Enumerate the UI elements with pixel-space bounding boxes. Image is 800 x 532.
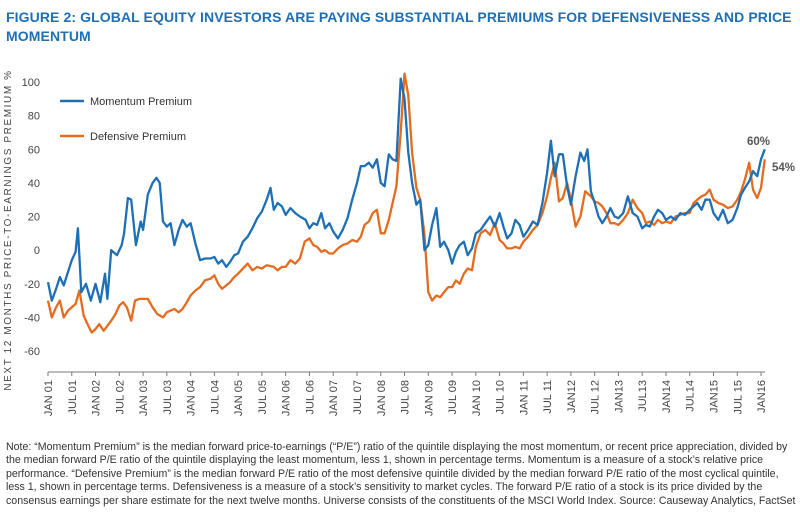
x-axis: JAN 01 JUL 01 JAN 02 JUL 02 JAN 03 JUL 03 JAN … bbox=[43, 371, 768, 416]
legend-label-momentum: Momentum Premium bbox=[90, 96, 192, 108]
x-tick-label: JUL 08 bbox=[400, 380, 412, 414]
x-tick-label: JAN13 bbox=[613, 380, 625, 413]
x-tick-label: JAN 11 bbox=[518, 380, 530, 415]
x-tick-label: JUL 06 bbox=[304, 380, 316, 414]
y-tick-label: 60 bbox=[28, 144, 40, 156]
x-tick-label: JAN 03 bbox=[138, 380, 150, 416]
x-tick-label: JUL 03 bbox=[162, 380, 174, 414]
x-tick-label: JAN12 bbox=[566, 380, 578, 413]
x-tick-label: JUL 05 bbox=[257, 380, 269, 414]
x-tick-label: JUL 07 bbox=[352, 380, 364, 414]
defensive-end-label: 54% bbox=[772, 162, 795, 174]
series-line-defensive bbox=[46, 72, 766, 334]
x-tick-label: JAN 05 bbox=[233, 380, 245, 416]
series-line-momentum bbox=[46, 77, 766, 304]
x-tick-label: JAN 08 bbox=[376, 380, 388, 416]
series-layer bbox=[46, 72, 766, 334]
x-tick-label: JUL 09 bbox=[447, 380, 459, 414]
x-tick-label: JUL 12 bbox=[590, 380, 602, 414]
y-tick-label: 100 bbox=[22, 77, 40, 89]
x-tick-label: JUL 15 bbox=[732, 380, 744, 414]
y-tick-label: -20 bbox=[24, 279, 40, 291]
x-tick-label: JUL 02 bbox=[114, 380, 126, 414]
y-axis: -60 -40 -20 0 20 40 60 80 100 bbox=[22, 77, 40, 358]
y-tick-label: 0 bbox=[34, 245, 40, 257]
y-tick-label: 40 bbox=[28, 178, 40, 190]
legend-label-defensive: Defensive Premium bbox=[90, 131, 186, 143]
x-tick-label: JAN 04 bbox=[186, 380, 198, 416]
x-tick-label: JUL 01 bbox=[67, 380, 79, 414]
y-tick-label: -60 bbox=[24, 346, 40, 358]
x-tick-label: JAN 02 bbox=[91, 380, 103, 416]
y-tick-label: 80 bbox=[28, 111, 40, 123]
x-tick-label: JUL 10 bbox=[495, 380, 507, 414]
legend: Momentum Premium Defensive Premium bbox=[60, 96, 192, 143]
x-tick-label: JAN 10 bbox=[471, 380, 483, 416]
chart-title: FIGURE 2: GLOBAL EQUITY INVESTORS ARE PA… bbox=[6, 9, 792, 44]
x-tick-label: JAN14 bbox=[661, 380, 673, 413]
y-tick-label: 20 bbox=[28, 212, 40, 224]
x-tick-label: JAN16 bbox=[756, 380, 768, 413]
y-axis-label: NEXT 12 MONTHS PRICE-TO-EARNINGS PREMIUM… bbox=[3, 69, 14, 390]
x-tick-label: JAN 06 bbox=[281, 380, 293, 416]
y-tick-label: -40 bbox=[24, 312, 40, 324]
momentum-end-label: 60% bbox=[747, 136, 770, 148]
line-chart: -60 -40 -20 0 20 40 60 80 100 JAN 01 JUL 01 JAN 02… bbox=[3, 69, 795, 416]
x-tick-label: JAN 09 bbox=[423, 380, 435, 416]
x-tick-label: JAN 01 bbox=[43, 380, 55, 416]
x-tick-label: JUL14 bbox=[685, 380, 697, 412]
chart-note: Note: “Momentum Premium” is the median f… bbox=[6, 441, 796, 507]
x-tick-label: JUL13 bbox=[637, 380, 649, 412]
x-tick-label: JUL 04 bbox=[209, 380, 221, 414]
x-tick-label: JAN15 bbox=[709, 380, 721, 413]
x-tick-label: JUL 11 bbox=[542, 380, 554, 414]
x-tick-label: JAN 07 bbox=[328, 380, 340, 416]
